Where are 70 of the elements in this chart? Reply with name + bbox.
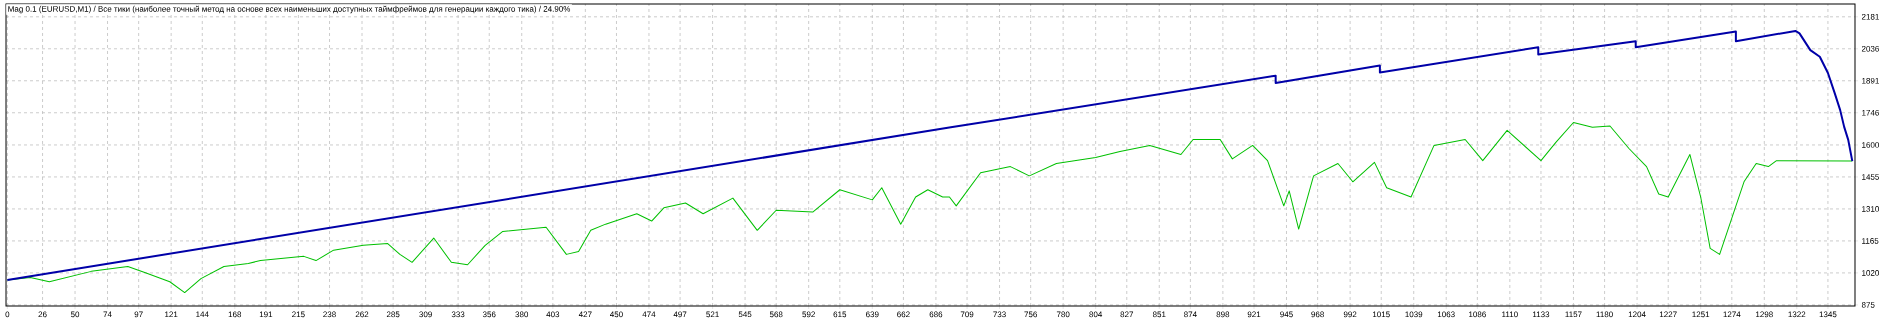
x-tick-label: 497 — [673, 311, 687, 318]
x-tick-label: 1227 — [1659, 311, 1677, 318]
y-tick-label: 2036 — [1861, 45, 1879, 52]
x-tick-label: 545 — [738, 311, 752, 318]
x-tick-label: 1274 — [1723, 311, 1741, 318]
x-tick-label: 521 — [706, 311, 719, 318]
x-tick-label: 992 — [1343, 311, 1357, 318]
x-tick-label: 686 — [929, 311, 943, 318]
x-tick-label: 168 — [228, 311, 242, 318]
y-tick-label: 2181 — [1861, 13, 1879, 20]
x-tick-label: 874 — [1184, 311, 1197, 318]
x-tick-label: 945 — [1280, 311, 1293, 318]
x-tick-label: 191 — [259, 311, 273, 318]
x-tick-label: 756 — [1024, 311, 1037, 318]
x-tick-label: 898 — [1216, 311, 1230, 318]
x-tick-label: 1204 — [1628, 311, 1646, 318]
x-tick-label: 968 — [1311, 311, 1324, 318]
x-tick-label: 1015 — [1372, 311, 1390, 318]
x-tick-label: 285 — [386, 311, 400, 318]
x-tick-label: 1251 — [1692, 311, 1710, 318]
x-tick-label: 215 — [292, 311, 305, 318]
x-tick-label: 568 — [769, 311, 783, 318]
x-tick-label: 0 — [5, 311, 10, 318]
x-tick-label: 804 — [1089, 311, 1103, 318]
x-tick-label: 1298 — [1756, 311, 1773, 318]
x-tick-label: 403 — [546, 311, 560, 318]
x-tick-label: 1063 — [1437, 311, 1455, 318]
x-tick-label: 144 — [196, 311, 209, 318]
y-tick-label: 1891 — [1862, 77, 1879, 84]
x-tick-label: 615 — [833, 311, 847, 318]
x-tick-label: 662 — [897, 311, 910, 318]
x-tick-label: 1039 — [1405, 311, 1423, 318]
x-tick-label: 1157 — [1565, 311, 1582, 318]
x-tick-label: 780 — [1056, 311, 1070, 318]
x-tick-label: 97 — [134, 311, 143, 318]
y-tick-label: 1746 — [1862, 109, 1879, 116]
x-tick-label: 1086 — [1469, 311, 1486, 318]
chart-title: Mag 0.1 (EURUSD,M1) / Все тики (наиболее точный метод на основе всех наименьших доступных таймфреймов для генерации каждого тика) / 24.90% — [8, 5, 571, 14]
x-tick-label: 380 — [515, 311, 529, 318]
x-tick-label: 1322 — [1788, 311, 1806, 318]
x-tick-label: 309 — [419, 311, 432, 318]
x-tick-label: 450 — [609, 311, 623, 318]
y-tick-label: 1310 — [1862, 206, 1880, 212]
x-tick-label: 26 — [38, 311, 47, 318]
x-tick-label: 1180 — [1596, 311, 1613, 318]
x-tick-label: 1133 — [1532, 311, 1550, 318]
x-tick-label: 709 — [960, 311, 974, 318]
x-tick-label: 474 — [642, 311, 656, 318]
x-tick-label: 238 — [323, 311, 336, 318]
x-tick-label: 639 — [866, 311, 879, 318]
y-tick-label: 1455 — [1862, 174, 1879, 180]
x-tick-label: 827 — [1120, 311, 1134, 318]
x-tick-label: 1345 — [1819, 311, 1837, 318]
y-tick-label: 1600 — [1862, 142, 1880, 148]
x-tick-label: 333 — [451, 311, 465, 318]
x-tick-label: 356 — [482, 311, 496, 318]
x-tick-label: 851 — [1152, 311, 1166, 318]
x-tick-label: 427 — [578, 311, 592, 318]
y-tick-label: 1165 — [1862, 238, 1879, 244]
x-tick-label: 121 — [165, 311, 178, 318]
x-tick-label: 592 — [802, 311, 815, 318]
x-tick-label: 50 — [70, 311, 80, 318]
x-tick-label: 1110 — [1502, 311, 1518, 318]
x-tick-label: 262 — [355, 311, 369, 318]
x-tick-label: 74 — [103, 311, 112, 318]
line-series — [6, 29, 1854, 281]
x-tick-label: 921 — [1247, 311, 1261, 318]
x-tick-label: 733 — [993, 311, 1006, 318]
y-tick-label: 875 — [1861, 302, 1875, 308]
y-tick-label: 1020 — [1862, 270, 1880, 276]
